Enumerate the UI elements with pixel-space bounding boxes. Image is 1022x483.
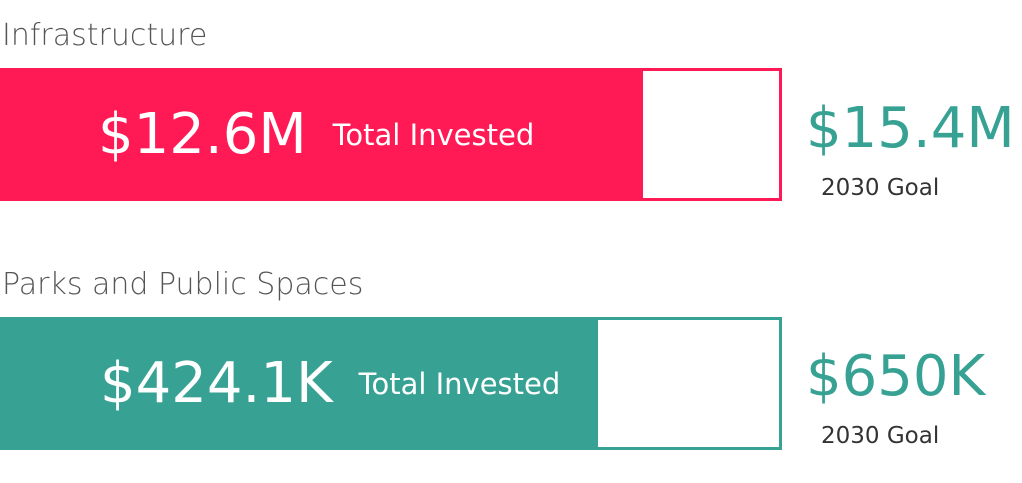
progress-fill bbox=[3, 320, 599, 447]
invested-label: Total Invested bbox=[358, 366, 561, 401]
section-title: Infrastructure bbox=[2, 18, 208, 53]
invested-amount: $424.1K bbox=[100, 351, 333, 416]
invested-label: Total Invested bbox=[332, 117, 535, 152]
progress-fill bbox=[3, 71, 643, 198]
invested-group: $12.6M Total Invested bbox=[98, 71, 534, 198]
goal-label: 2030 Goal bbox=[821, 423, 940, 449]
invested-amount: $12.6M bbox=[98, 102, 307, 167]
section-title: Parks and Public Spaces bbox=[2, 267, 364, 302]
goal-amount: $15.4M bbox=[806, 96, 1015, 161]
progress-bar: $12.6M Total Invested bbox=[0, 68, 782, 201]
invested-group: $424.1K Total Invested bbox=[100, 320, 560, 447]
goal-amount: $650K bbox=[806, 344, 986, 409]
goal-label: 2030 Goal bbox=[821, 175, 940, 201]
progress-bar: $424.1K Total Invested bbox=[0, 317, 782, 450]
